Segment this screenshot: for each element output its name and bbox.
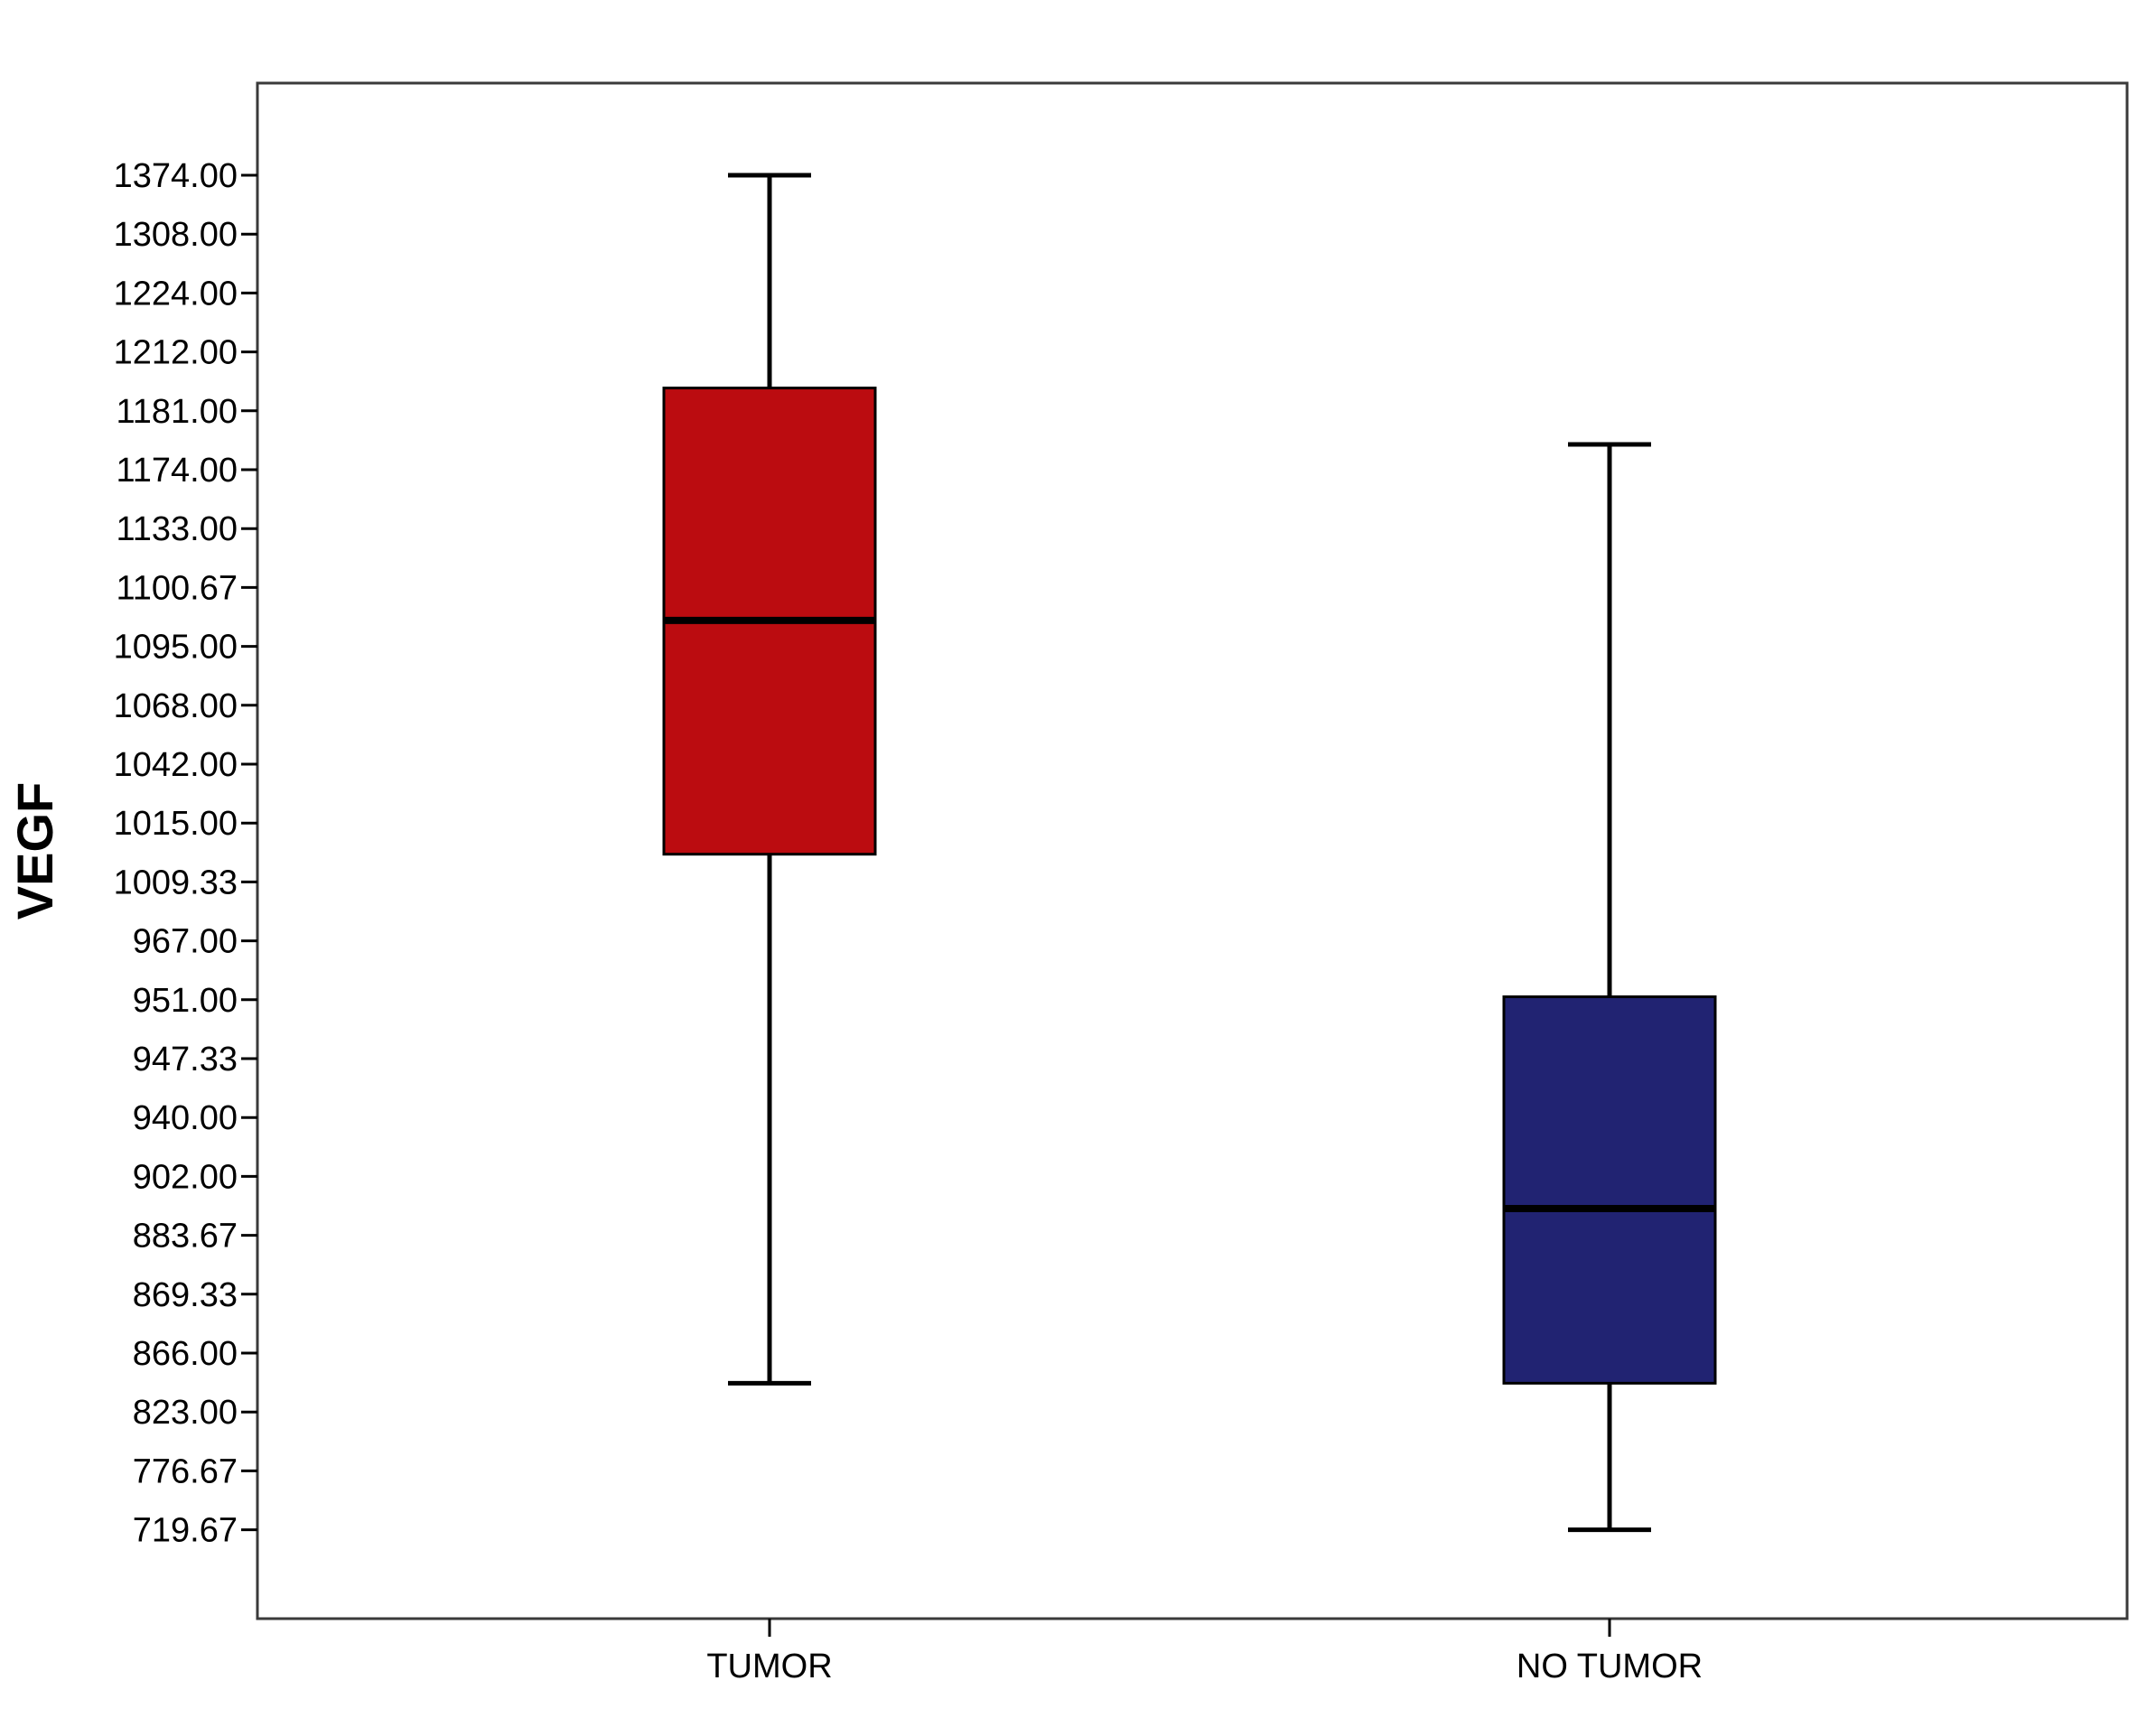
- y-tick-label: 940.00: [133, 1099, 238, 1137]
- x-axis: TUMOR NO TUMOR: [706, 1619, 1703, 1685]
- y-tick-label: 869.33: [133, 1276, 238, 1314]
- y-tick-label: 1100.67: [116, 569, 238, 607]
- y-tick-label: 1181.00: [116, 393, 238, 431]
- y-axis: 1374.00 1308.00 1224.00 1212.00 1181.00 1174.…: [114, 157, 257, 1550]
- y-tick-label: 967.00: [133, 923, 238, 961]
- y-tick-label: 1068.00: [114, 687, 238, 725]
- x-tick-label: NO TUMOR: [1517, 1648, 1703, 1685]
- y-tick-label: 883.67: [133, 1218, 238, 1256]
- y-tick-label: 1174.00: [116, 452, 238, 490]
- y-tick-label: 1009.33: [114, 864, 238, 901]
- y-tick-label: 902.00: [133, 1158, 238, 1196]
- box-group: [1502, 442, 1717, 1533]
- y-tick-label: 1212.00: [114, 334, 238, 372]
- y-tick-label: 1095.00: [114, 629, 238, 667]
- x-tick-label: TUMOR: [706, 1648, 832, 1685]
- y-tick-label: 951.00: [133, 982, 238, 1020]
- boxes: [662, 173, 1717, 1533]
- plot-frame: [256, 81, 2129, 1620]
- y-tick-label: 719.67: [133, 1512, 238, 1550]
- y-tick-label: 776.67: [133, 1452, 238, 1490]
- y-tick-label: 1042.00: [114, 746, 238, 784]
- y-tick-label: 1224.00: [114, 275, 238, 313]
- y-axis-title: VEGF: [6, 782, 63, 920]
- y-tick-label: 866.00: [133, 1335, 238, 1373]
- y-tick-label: 823.00: [133, 1394, 238, 1432]
- y-tick-label: 1133.00: [116, 510, 238, 548]
- iqr-box: [1502, 995, 1717, 1385]
- y-tick-label: 1308.00: [114, 216, 238, 254]
- y-tick-label: 1374.00: [114, 157, 238, 195]
- box-group: [662, 173, 877, 1386]
- y-tick-label: 947.33: [133, 1041, 238, 1078]
- y-tick-label: 1015.00: [114, 805, 238, 843]
